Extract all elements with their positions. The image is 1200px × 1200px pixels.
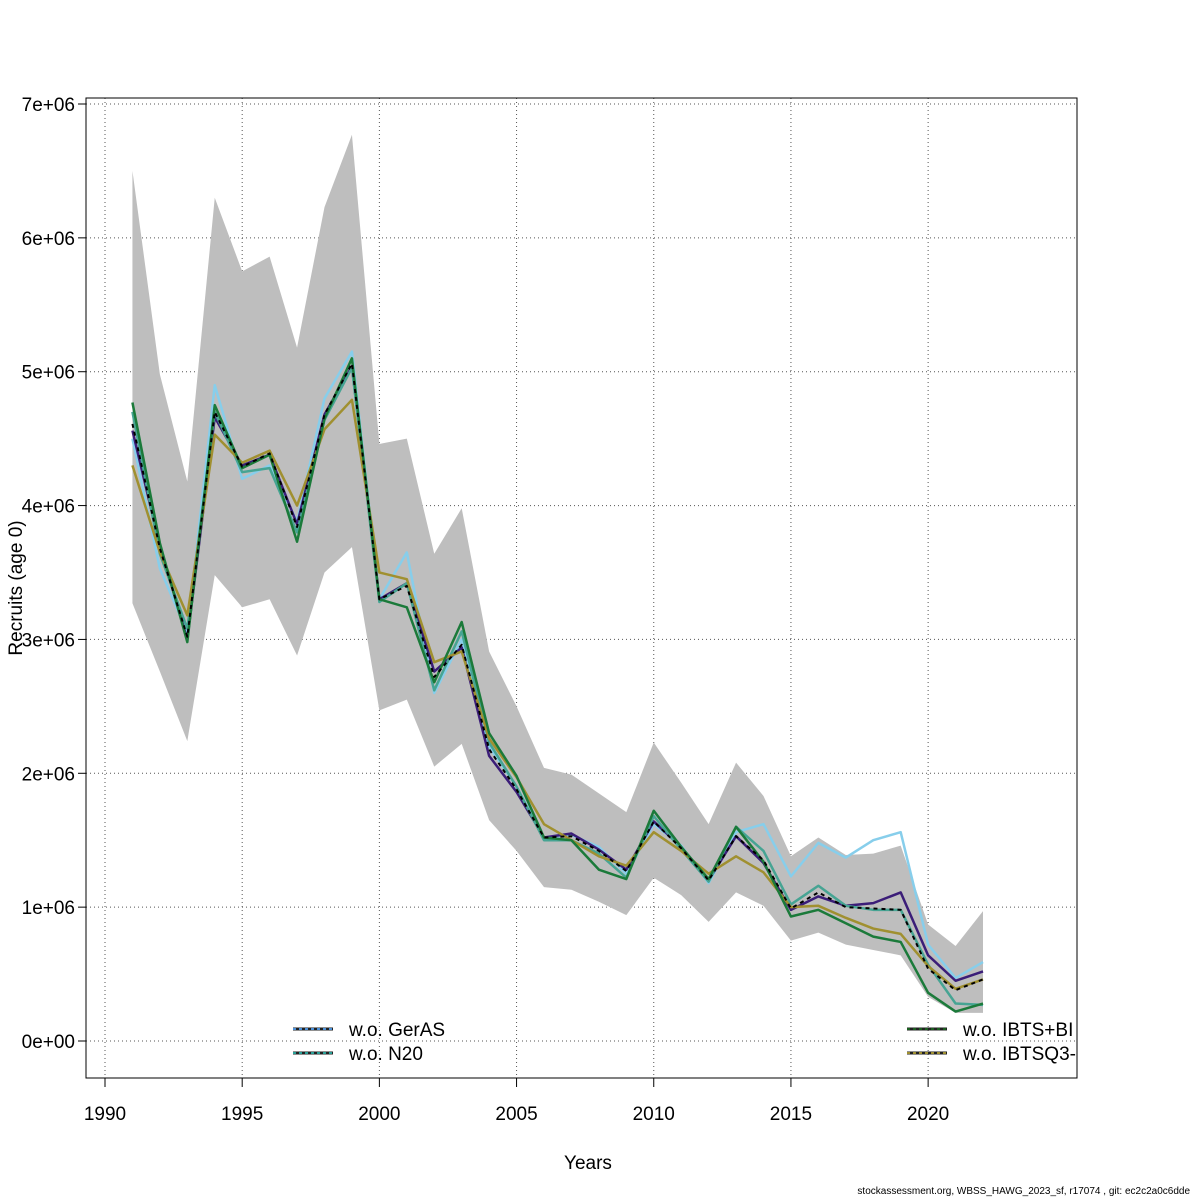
x-tick-label: 2005 bbox=[495, 1104, 537, 1125]
y-axis: 0e+00 1e+06 2e+06 3e+06 4e+06 5e+06 6e+06 7e+06 bbox=[22, 95, 87, 1053]
y-tick-label: 0e+00 bbox=[22, 1032, 75, 1053]
legend-label: w.o. N20 bbox=[348, 1044, 423, 1065]
series-line-4 bbox=[131, 398, 984, 991]
x-axis-label: Years bbox=[564, 1153, 612, 1174]
legend-label: w.o. IBTS+BI bbox=[962, 1020, 1073, 1041]
legend-label: w.o. IBTSQ3- bbox=[962, 1044, 1076, 1065]
x-tick-label: 2000 bbox=[358, 1104, 400, 1125]
y-tick-label: 3e+06 bbox=[22, 630, 75, 651]
y-tick-label: 5e+06 bbox=[22, 363, 75, 384]
y-axis-label: Recruits (age 0) bbox=[6, 520, 27, 655]
legend-label: w.o. GerAS bbox=[348, 1020, 445, 1041]
series-lines bbox=[131, 350, 984, 1013]
x-tick-label: 2020 bbox=[907, 1104, 949, 1125]
legend-right: w.o. IBTS+BI w.o. IBTSQ3- bbox=[907, 1020, 1076, 1065]
legend-left: w.o. GerAS w.o. N20 bbox=[293, 1020, 445, 1065]
series-line-5 bbox=[131, 357, 984, 1013]
y-tick-label: 4e+06 bbox=[22, 497, 75, 518]
y-tick-label: 6e+06 bbox=[22, 229, 75, 250]
x-tick-label: 1990 bbox=[84, 1104, 126, 1125]
x-tick-label: 2015 bbox=[770, 1104, 812, 1125]
y-tick-label: 7e+06 bbox=[22, 95, 75, 116]
confidence-band-area bbox=[132, 134, 983, 1013]
x-axis: 1990 1995 2000 2005 2010 2015 2020 bbox=[84, 1077, 949, 1125]
y-tick-label: 2e+06 bbox=[22, 764, 75, 785]
x-tick-label: 2010 bbox=[633, 1104, 675, 1125]
y-tick-label: 1e+06 bbox=[22, 898, 75, 919]
footer-note: stockassessment.org, WBSS_HAWG_2023_sf, … bbox=[857, 1186, 1190, 1197]
x-tick-label: 1995 bbox=[221, 1104, 263, 1125]
confidence-band bbox=[132, 134, 983, 1013]
series-line-3 bbox=[131, 366, 984, 1007]
